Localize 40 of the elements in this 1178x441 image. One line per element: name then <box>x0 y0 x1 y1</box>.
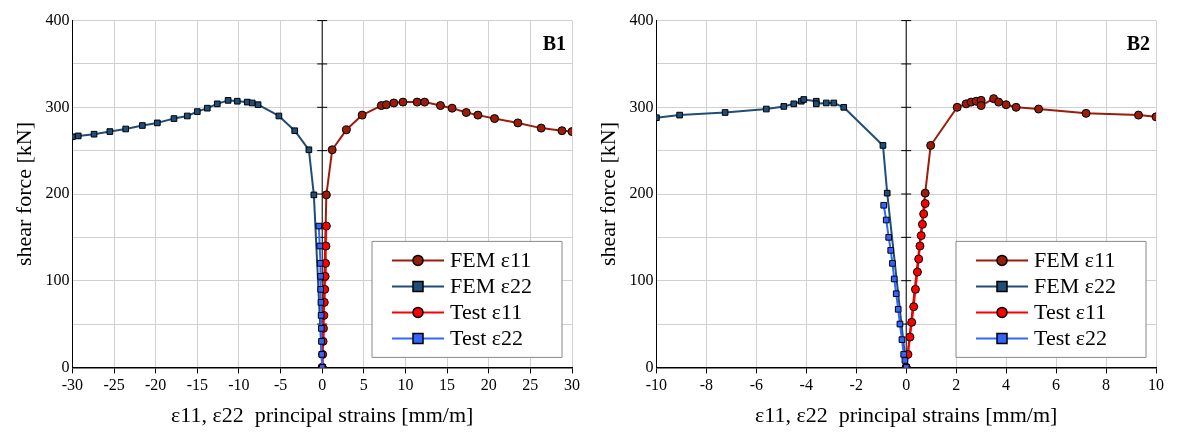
x-tick-label: -15 <box>186 376 208 394</box>
x-tick-label: 0 <box>318 376 327 394</box>
y-tick-label: 300 <box>45 97 70 115</box>
x-tick-label: 8 <box>1102 376 1111 394</box>
x-tick-label: -2 <box>849 376 863 394</box>
y-tick-label: 200 <box>45 184 70 202</box>
x-tick-label: -4 <box>799 376 813 394</box>
y-axis-title: shear force [kN] <box>10 121 36 267</box>
x-tick-label: -30 <box>61 376 84 394</box>
x-tick-label: 15 <box>439 376 456 394</box>
x-tick-label: 30 <box>564 376 580 394</box>
x-tick-label: 10 <box>1148 376 1164 394</box>
x-axis-title: ε11, ε22 principal strains [mm/m] <box>171 401 474 427</box>
x-tick-label: 20 <box>480 376 497 394</box>
x-tick-label: 5 <box>359 376 368 394</box>
y-tick-label: 200 <box>629 184 654 202</box>
y-axis-title: shear force [kN] <box>594 121 620 267</box>
x-tick-label: 25 <box>522 376 539 394</box>
x-axis-title: ε11, ε22 principal strains [mm/m] <box>755 401 1058 427</box>
y-tick-label: 0 <box>61 357 70 375</box>
x-tick-label: -10 <box>228 376 250 394</box>
y-tick-label: 300 <box>629 97 654 115</box>
x-tick-label: -10 <box>645 376 668 394</box>
x-tick-label: -25 <box>103 376 125 394</box>
y-tick-label: 400 <box>45 10 70 28</box>
x-tick-label: -20 <box>145 376 167 394</box>
x-tick-label: 4 <box>1002 376 1011 394</box>
y-tick-label: 400 <box>629 10 654 28</box>
y-tick-label: 100 <box>45 270 70 288</box>
x-tick-label: -8 <box>699 376 714 394</box>
x-tick-label: 0 <box>902 376 911 394</box>
y-tick-label: 0 <box>645 357 654 375</box>
annotation: B1 <box>542 31 566 54</box>
x-tick-label: 2 <box>952 376 961 394</box>
x-tick-label: -5 <box>273 376 288 394</box>
annotation: B2 <box>1126 31 1150 54</box>
y-tick-label: 100 <box>629 270 654 288</box>
x-tick-label: -6 <box>749 376 763 394</box>
x-tick-label: 10 <box>397 376 414 394</box>
x-tick-label: 6 <box>1052 376 1061 394</box>
